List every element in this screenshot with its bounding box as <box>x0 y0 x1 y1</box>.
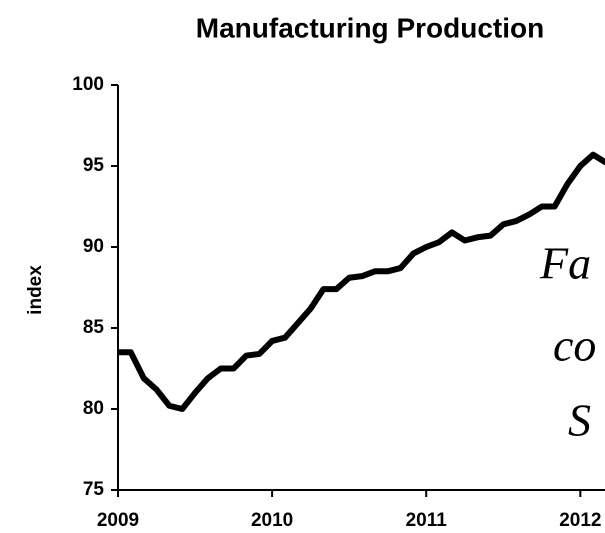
x-tick-label: 2011 <box>406 510 448 531</box>
y-tick-label: 95 <box>83 155 105 176</box>
x-tick-label: 2009 <box>97 510 139 531</box>
y-tick-label: 85 <box>83 317 105 338</box>
x-tick-label: 2012 <box>559 510 601 531</box>
y-axis-label: index <box>25 265 46 315</box>
y-tick-label: 100 <box>72 74 104 95</box>
x-tick-label: 2010 <box>251 510 293 531</box>
data-line <box>118 151 605 412</box>
y-tick-label: 80 <box>83 398 104 419</box>
annotation: Fa <box>539 238 591 289</box>
y-tick-label: 90 <box>83 236 104 257</box>
y-tick-label: 75 <box>83 479 105 500</box>
chart-title: Manufacturing Production <box>196 12 544 43</box>
annotation: S <box>568 395 591 446</box>
annotation: co <box>553 320 596 371</box>
